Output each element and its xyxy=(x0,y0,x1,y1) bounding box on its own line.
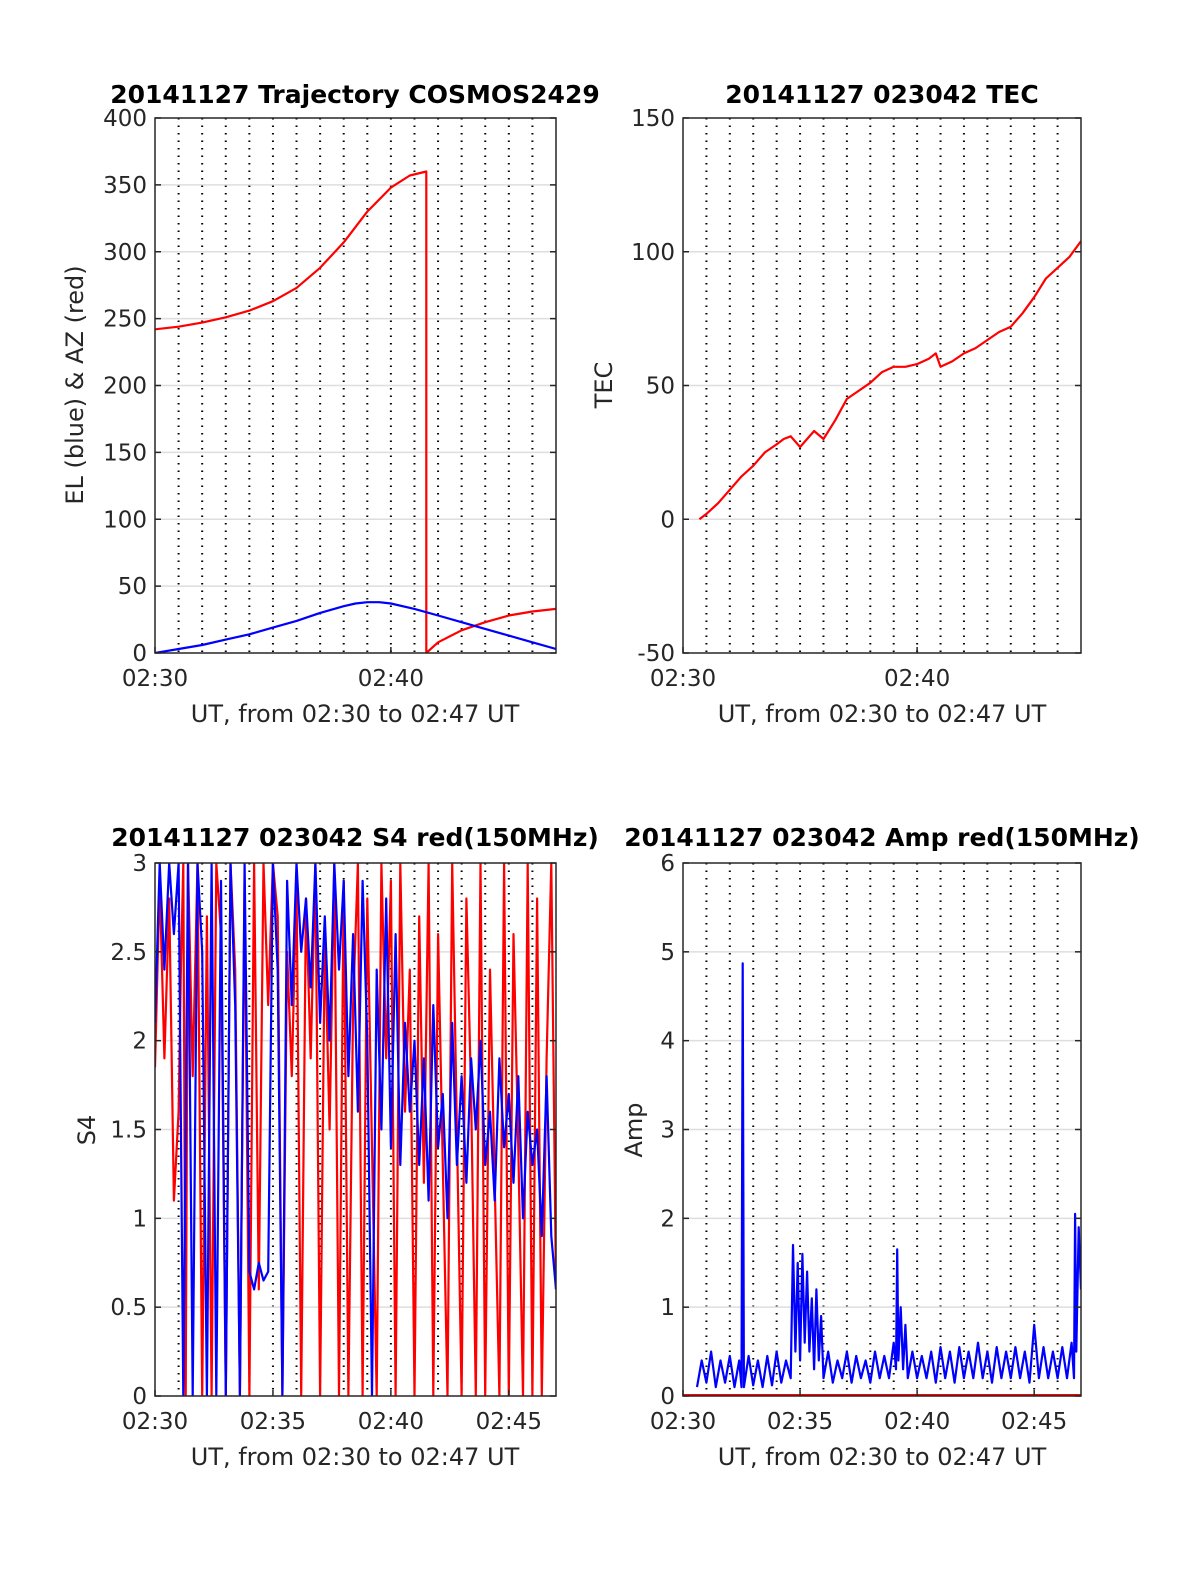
chart3-ytick-label: 6 xyxy=(660,851,675,877)
chart0-ytick-label: 0 xyxy=(132,641,147,667)
chart0-xtick-label: 02:40 xyxy=(358,666,424,692)
chart2-title: 20141127 023042 S4 red(150MHz) xyxy=(111,823,599,852)
subplot-s4: 0 0.5 1 1.5 2 2.5 3 02:30 02:35 02:40 02:45 2014112… xyxy=(73,823,599,1471)
chart3-xtick-label: 02:45 xyxy=(1001,1409,1067,1435)
chart3-ytick-label: 3 xyxy=(660,1118,675,1144)
chart0-ytick-label: 100 xyxy=(103,507,147,533)
subplot-amp: 0 1 2 3 4 5 6 02:30 02:35 02:40 02:45 20141127 0230… xyxy=(620,823,1140,1471)
subplot-tec: -50 0 50 100 150 02:30 02:40 20141127 023042 TE… xyxy=(590,80,1082,728)
chart2-series-1-line xyxy=(155,863,556,1396)
chart0-series-1-line xyxy=(155,601,556,653)
chart3-ytick-label: 4 xyxy=(660,1029,675,1055)
chart1-ytick-label: 150 xyxy=(631,106,675,132)
chart2-ytick-label: 1 xyxy=(132,1206,147,1232)
chart1-xtick-label: 02:40 xyxy=(884,666,950,692)
chart3-xtick-label: 02:30 xyxy=(650,1409,716,1435)
chart2-ytick-label: 2 xyxy=(132,1029,147,1055)
chart0-ytick-label: 350 xyxy=(103,173,147,199)
chart2-xtick-label: 02:40 xyxy=(358,1409,424,1435)
chart2-ytick-label: 0 xyxy=(132,1384,147,1410)
chart0-series-0-line xyxy=(155,170,556,653)
chart1-title: 20141127 023042 TEC xyxy=(725,80,1038,109)
chart0-ytick-label: 400 xyxy=(103,106,147,132)
chart0-ytick-label: 250 xyxy=(103,307,147,333)
chart3-xlabel: UT, from 02:30 to 02:47 UT xyxy=(718,1443,1047,1471)
chart2-ytick-label: 3 xyxy=(132,851,147,877)
chart3-xtick-label: 02:35 xyxy=(767,1409,833,1435)
chart2-ytick-label: 2.5 xyxy=(110,940,147,966)
subplot-trajectory: 0 50 100 150 200 250 300 350 400 02:30 02:40 201411… xyxy=(61,80,600,728)
chart2-ytick-label: 1.5 xyxy=(110,1118,147,1144)
chart0-ytick-label: 200 xyxy=(103,374,147,400)
chart1-ylabel: TEC xyxy=(590,362,618,410)
chart1-ytick-label: 0 xyxy=(660,507,675,533)
chart2-ytick-label: 0.5 xyxy=(110,1295,147,1321)
chart3-ytick-label: 1 xyxy=(660,1295,675,1321)
chart2-xtick-label: 02:35 xyxy=(240,1409,306,1435)
chart3-ytick-label: 5 xyxy=(660,940,675,966)
chart2-xlabel: UT, from 02:30 to 02:47 UT xyxy=(191,1443,520,1471)
chart2-ylabel: S4 xyxy=(73,1115,101,1146)
chart1-ytick-label: 100 xyxy=(631,240,675,266)
chart0-ytick-label: 300 xyxy=(103,240,147,266)
chart0-ytick-label: 150 xyxy=(103,440,147,466)
chart3-ytick-label: 2 xyxy=(660,1206,675,1232)
chart0-ytick-label: 50 xyxy=(118,574,147,600)
chart3-ylabel: Amp xyxy=(620,1102,648,1157)
chart3-title: 20141127 023042 Amp red(150MHz) xyxy=(624,823,1140,852)
chart0-xtick-label: 02:30 xyxy=(122,666,188,692)
chart3-ytick-label: 0 xyxy=(660,1384,675,1410)
chart1-ytick-label: -50 xyxy=(637,641,675,667)
chart1-xtick-label: 02:30 xyxy=(650,666,716,692)
chart0-title: 20141127 Trajectory COSMOS2429 xyxy=(110,80,600,109)
chart2-xtick-label: 02:30 xyxy=(122,1409,188,1435)
chart2-xtick-label: 02:45 xyxy=(476,1409,542,1435)
chart1-xlabel: UT, from 02:30 to 02:47 UT xyxy=(718,700,1047,728)
chart3-xtick-label: 02:40 xyxy=(884,1409,950,1435)
chart1-series-0-line xyxy=(698,240,1081,521)
chart1-ytick-label: 50 xyxy=(646,374,675,400)
chart0-ylabel: EL (blue) & AZ (red) xyxy=(61,265,89,504)
chart0-xlabel: UT, from 02:30 to 02:47 UT xyxy=(191,700,520,728)
chart3-series-1-line xyxy=(695,962,1081,1389)
